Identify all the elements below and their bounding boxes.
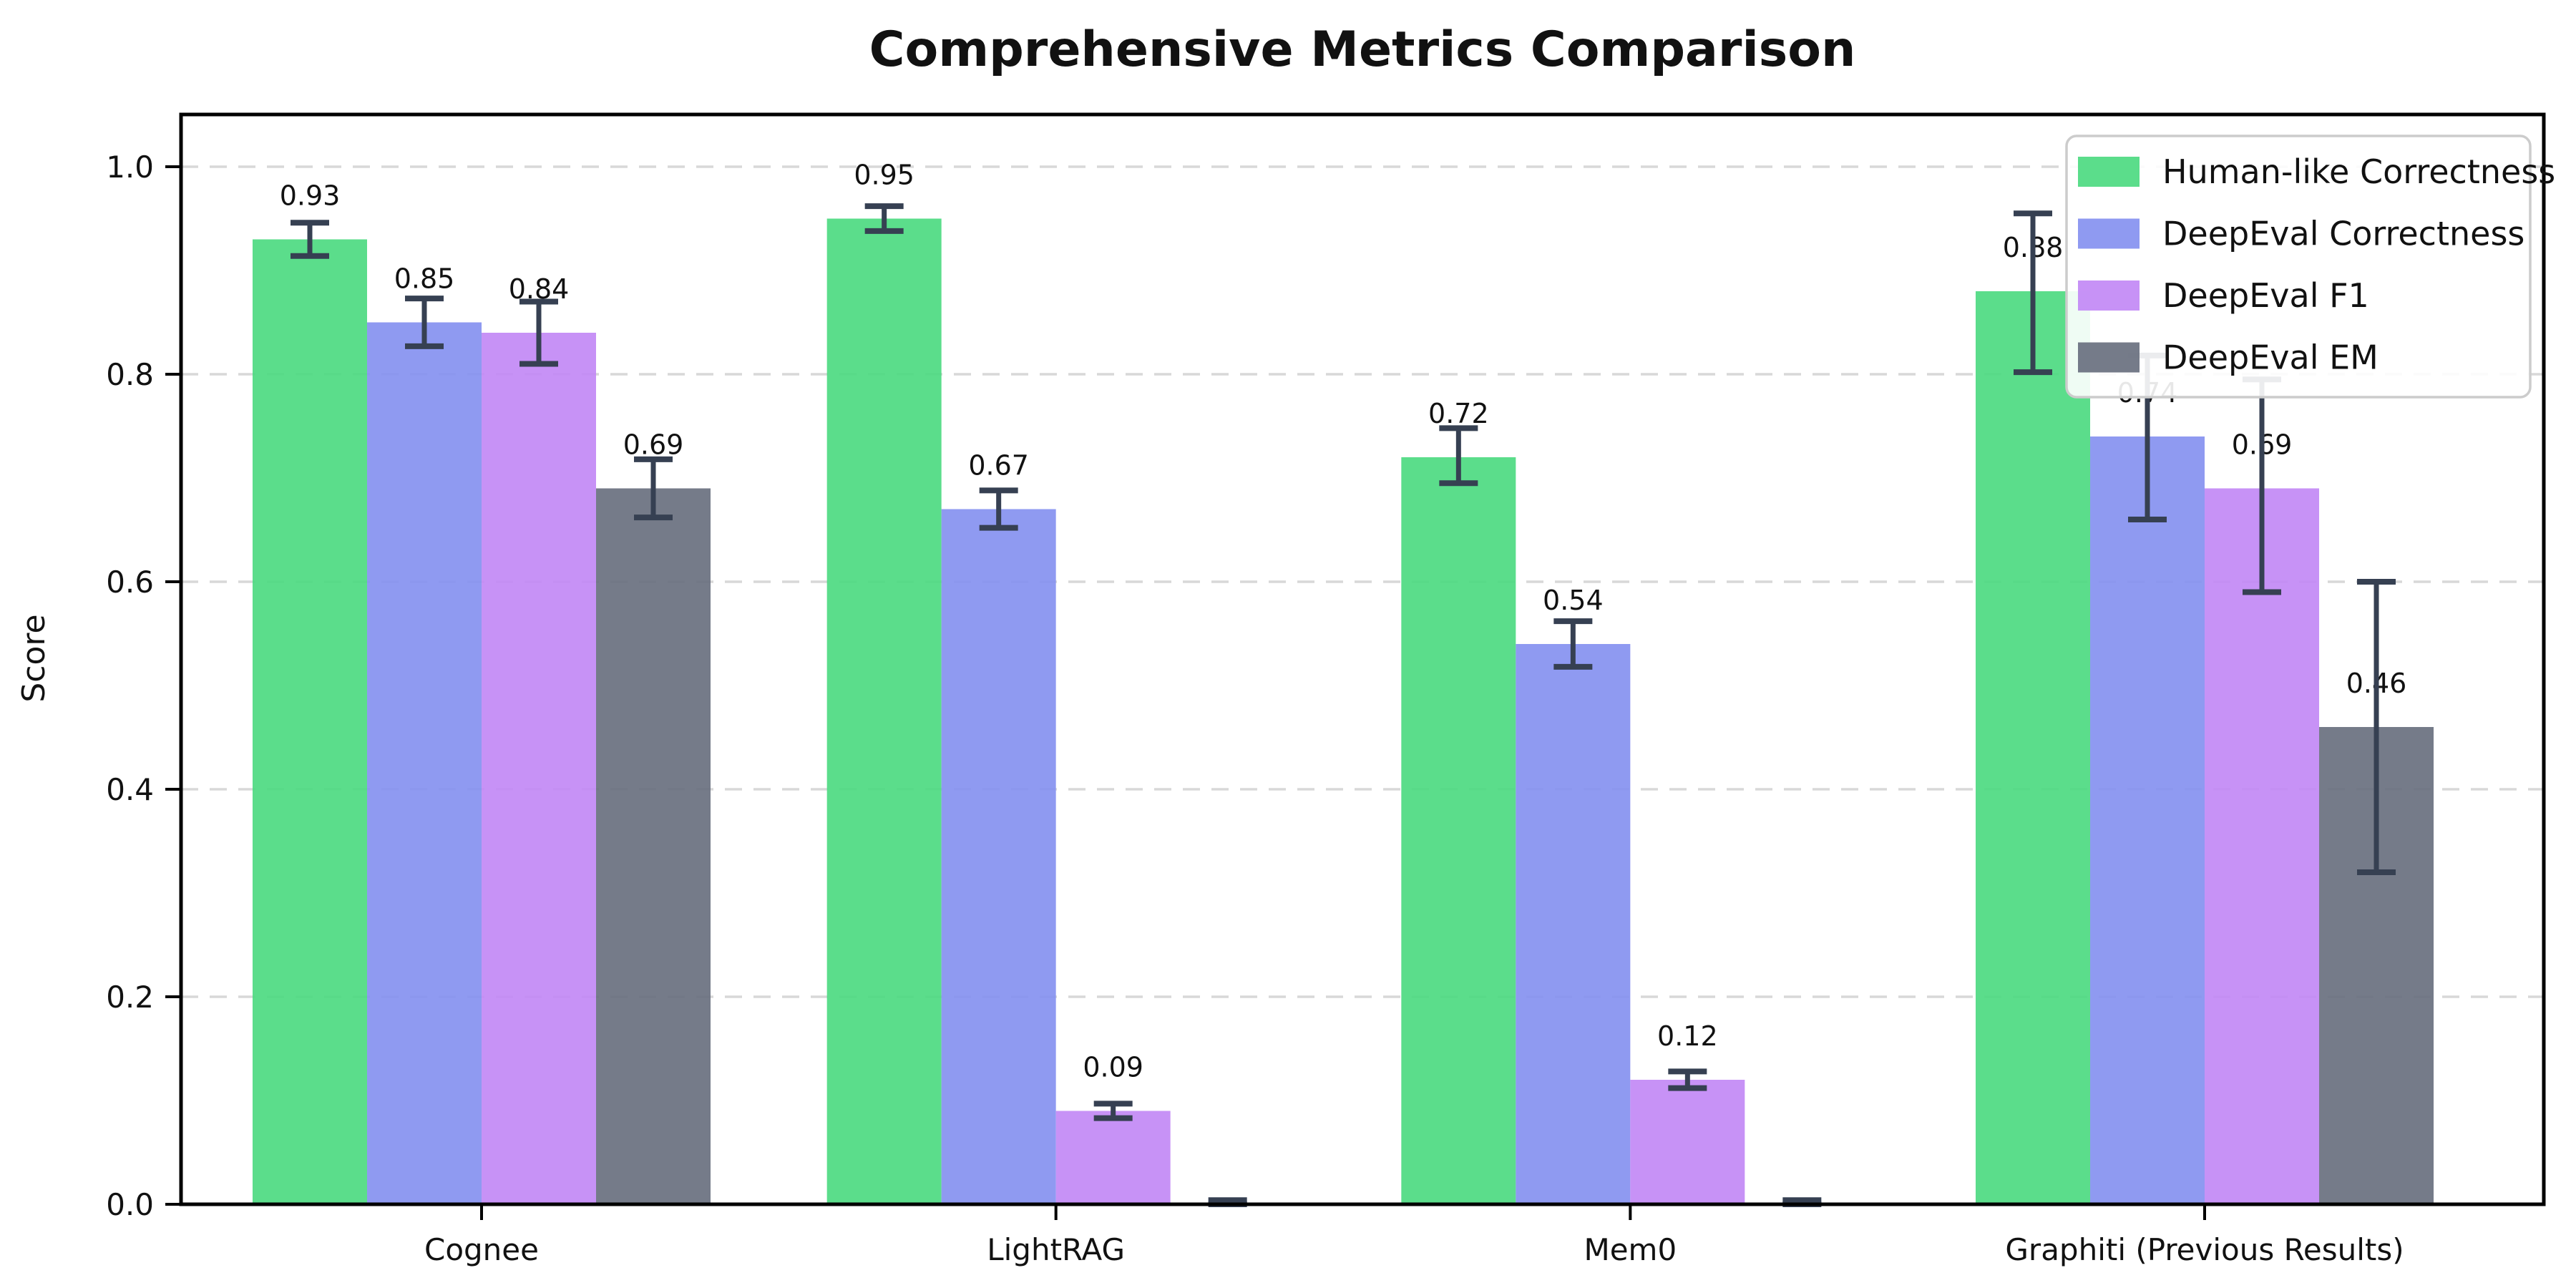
bar-deepeval-correctness-cognee: [367, 322, 482, 1204]
legend-label-deepeval-f1: DeepEval F1: [2162, 276, 2369, 315]
legend-swatch-human-like-correctness: [2078, 157, 2140, 187]
bar-value-label-human-like-correctness-lightrag: 0.95: [854, 160, 914, 191]
plot-area: 0.0 0.2 0.4 0.6 0.8 1.0 Cognee LightRAG Mem0 Grap…: [106, 112, 2555, 1267]
bar-human-like-correctness-mem0: [1401, 457, 1516, 1204]
bar-deepeval-f1-cognee: [482, 333, 596, 1204]
bar-value-label-human-like-correctness-cognee: 0.93: [280, 180, 341, 212]
chart-title: Comprehensive Metrics Comparison: [869, 21, 1856, 78]
bar-deepeval-correctness-graphiti-previous-results: [2090, 436, 2205, 1204]
bar-deepeval-em-cognee: [596, 488, 711, 1204]
bar-deepeval-correctness-mem0: [1516, 644, 1631, 1204]
legend-label-deepeval-em: DeepEval EM: [2162, 338, 2379, 377]
bar-human-like-correctness-cognee: [253, 239, 367, 1204]
bar-value-label-deepeval-correctness-lightrag: 0.67: [968, 450, 1029, 482]
x-tick-label-lightrag: LightRAG: [987, 1232, 1125, 1267]
y-tick-label: 0.0: [106, 1187, 154, 1222]
bar-deepeval-f1-mem0: [1630, 1080, 1745, 1204]
y-axis-label: Score: [16, 614, 52, 702]
x-tick-label-graphiti-previous-results: Graphiti (Previous Results): [2005, 1232, 2404, 1267]
legend-box: [2065, 135, 2532, 399]
bar-human-like-correctness-graphiti-previous-results: [1976, 291, 2091, 1204]
bar-value-label-deepeval-f1-lightrag: 0.09: [1083, 1052, 1143, 1083]
y-tick-label: 0.2: [106, 980, 154, 1015]
bar-deepeval-f1-lightrag: [1055, 1111, 1171, 1204]
bar-value-label-deepeval-em-cognee: 0.69: [623, 429, 684, 461]
bar-value-label-deepeval-correctness-mem0: 0.54: [1543, 585, 1604, 616]
bar-deepeval-correctness-lightrag: [941, 509, 1056, 1204]
y-tick-label: 0.8: [106, 357, 154, 392]
y-tick-label: 0.4: [106, 772, 154, 807]
legend-swatch-deepeval-f1: [2078, 280, 2140, 311]
legend-label-deepeval-correctness: DeepEval Correctness: [2162, 215, 2524, 253]
legend-swatch-deepeval-em: [2078, 342, 2140, 373]
bar-deepeval-f1-graphiti-previous-results: [2205, 488, 2320, 1204]
bar-value-label-deepeval-correctness-cognee: 0.85: [394, 263, 455, 295]
legend-swatch-deepeval-correctness: [2078, 218, 2140, 249]
bar-value-label-human-like-correctness-mem0: 0.72: [1428, 398, 1489, 429]
plot-spines: [179, 112, 2546, 1206]
x-tick-label-cognee: Cognee: [424, 1232, 539, 1267]
y-tick-label: 1.0: [106, 150, 154, 185]
legend-label-human-like-correctness: Human-like Correctness: [2162, 152, 2555, 191]
y-tick-label: 0.6: [106, 565, 154, 600]
x-tick-label-mem0: Mem0: [1584, 1232, 1677, 1267]
bar-value-label-deepeval-f1-mem0: 0.12: [1657, 1020, 1718, 1052]
bar-human-like-correctness-lightrag: [826, 218, 942, 1204]
